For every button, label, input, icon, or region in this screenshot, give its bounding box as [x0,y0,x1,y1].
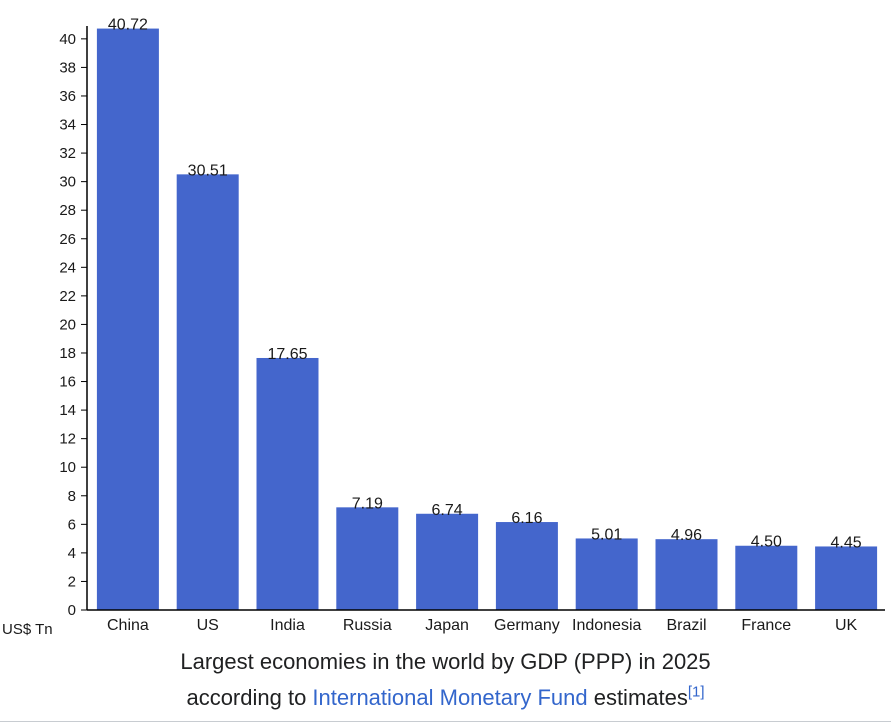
category-labels: China US India Russia Japan Germany Indonesia B… [107,617,858,634]
y-axis-unit-label: US$ Tn [2,621,53,638]
bar-us [176,174,239,610]
y-tick-label: 28 [59,202,76,219]
gdp-bar-chart: 0 2 4 6 8 10 12 14 16 18 20 22 24 26 28 30 32 34 36 38 40 40… [2,17,885,638]
y-tick-label: 40 [59,31,76,48]
y-tick-label: 10 [59,459,76,476]
y-tick-label: 30 [59,174,76,191]
category-label-germany: Germany [494,617,560,634]
y-tick-label: 20 [59,316,76,333]
caption-divider [0,721,891,722]
category-label-uk: UK [835,617,858,634]
imf-link[interactable]: International Monetary Fund [312,685,588,710]
bar-brazil [655,539,718,610]
y-tick-label: 8 [68,488,76,505]
category-label-indonesia: Indonesia [572,617,641,634]
y-tick-label: 4 [68,545,76,562]
category-label-china: China [107,617,149,634]
bar-indonesia [575,538,638,610]
category-label-japan: Japan [425,617,469,634]
bar-france [735,545,798,610]
y-tick-label: 6 [68,516,76,533]
data-label-china: 40.72 [108,17,148,34]
y-tick-label: 16 [59,374,76,391]
y-tick-label: 2 [68,573,76,590]
bars [96,28,878,610]
y-tick-label: 32 [59,145,76,162]
data-label-japan: 6.74 [432,502,463,519]
y-tick-label: 12 [59,431,76,448]
bar-germany [495,522,558,610]
y-tick-label: 0 [68,602,76,619]
caption-line-1: Largest economies in the world by GDP (P… [180,649,711,674]
caption-suffix: estimates [587,685,688,710]
bar-japan [416,513,479,610]
y-tick-label: 18 [59,345,76,362]
data-label-russia: 7.19 [352,495,383,512]
y-tick-label: 14 [59,402,76,419]
bar-uk [815,546,878,610]
category-label-india: India [270,617,305,634]
data-label-indonesia: 5.01 [591,526,622,543]
data-label-us: 30.51 [188,162,228,179]
y-tick-label: 38 [59,59,76,76]
y-tick-label: 24 [59,259,76,276]
data-labels: 40.72 30.51 17.65 7.19 6.74 6.16 5.01 4.96 4.50 4… [108,17,862,552]
category-label-brazil: Brazil [666,617,706,634]
data-label-india: 17.65 [267,346,307,363]
y-tick-label: 22 [59,288,76,305]
data-label-germany: 6.16 [511,510,542,527]
category-label-france: France [741,617,791,634]
bar-china [96,28,159,610]
data-label-france: 4.50 [751,534,782,551]
y-tick-label: 36 [59,88,76,105]
category-label-us: US [197,617,219,634]
chart-caption: Largest economies in the world by GDP (P… [0,644,891,716]
caption-prefix: according to [186,685,313,710]
data-label-brazil: 4.96 [671,527,702,544]
y-tick-label: 34 [59,117,76,134]
y-tick-label: 26 [59,231,76,248]
bar-india [256,357,319,610]
footnote-ref[interactable]: [1] [688,684,705,701]
footnote-link[interactable]: [1] [687,683,705,701]
caption-line-2: according to International Monetary Fund… [0,680,891,716]
data-label-uk: 4.45 [831,534,862,551]
bar-russia [336,507,399,610]
category-label-russia: Russia [343,617,392,634]
